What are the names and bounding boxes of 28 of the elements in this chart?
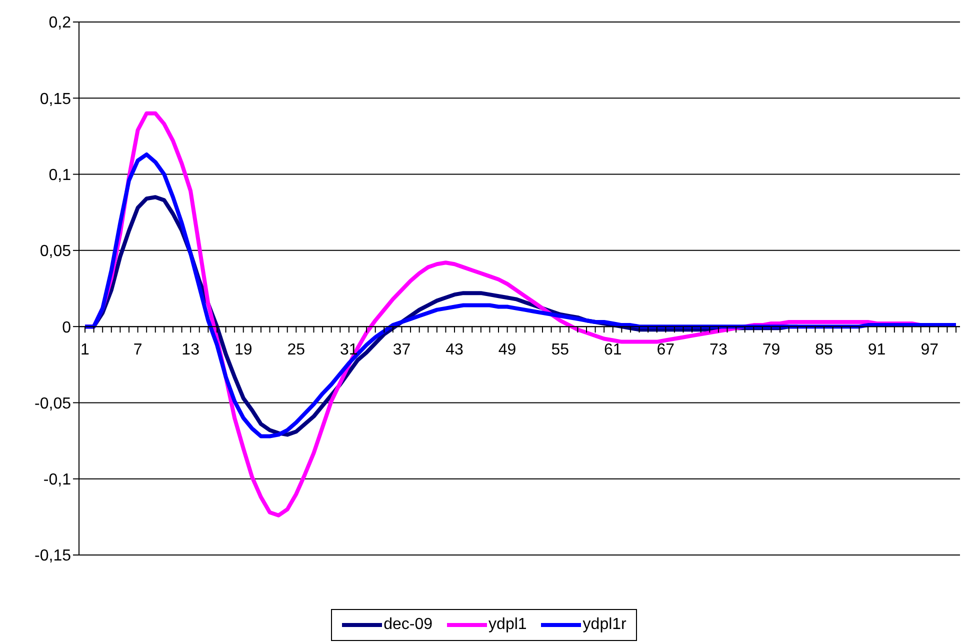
y-tick-label: 0 xyxy=(62,319,72,336)
y-tick-label: -0,1 xyxy=(43,472,72,489)
y-tick-label: -0,05 xyxy=(34,395,72,412)
x-tick-label: 67 xyxy=(656,342,675,359)
x-tick-label: 61 xyxy=(604,342,622,359)
x-tick-label: 73 xyxy=(710,342,728,359)
x-tick-label: 13 xyxy=(182,342,200,359)
x-tick-label: 1 xyxy=(80,342,90,359)
x-tick-label: 79 xyxy=(762,342,780,359)
x-tick-label: 55 xyxy=(551,342,570,359)
x-tick-label: 37 xyxy=(392,342,411,359)
legend-label: dec-09 xyxy=(384,616,433,634)
x-tick-label: 19 xyxy=(234,342,252,359)
x-tick-label: 91 xyxy=(868,342,886,359)
x-tick-label: 7 xyxy=(133,342,142,359)
x-tick-label: 85 xyxy=(815,342,834,359)
y-tick-label: 0,15 xyxy=(40,90,72,108)
line-series xyxy=(83,152,958,438)
y-tick-label: 0,2 xyxy=(48,14,72,32)
x-tick-label: 49 xyxy=(498,342,516,359)
x-tick-label: 43 xyxy=(446,342,464,359)
y-tick-label: 0,05 xyxy=(40,243,72,260)
y-tick-label: 0,1 xyxy=(48,166,72,184)
x-tick-label: 25 xyxy=(287,342,306,359)
legend-label: ydpl1r xyxy=(582,616,626,634)
x-tick-label: 97 xyxy=(920,342,939,359)
y-tick-label: -0,15 xyxy=(34,548,72,565)
legend-label: ydpl1 xyxy=(488,616,527,634)
